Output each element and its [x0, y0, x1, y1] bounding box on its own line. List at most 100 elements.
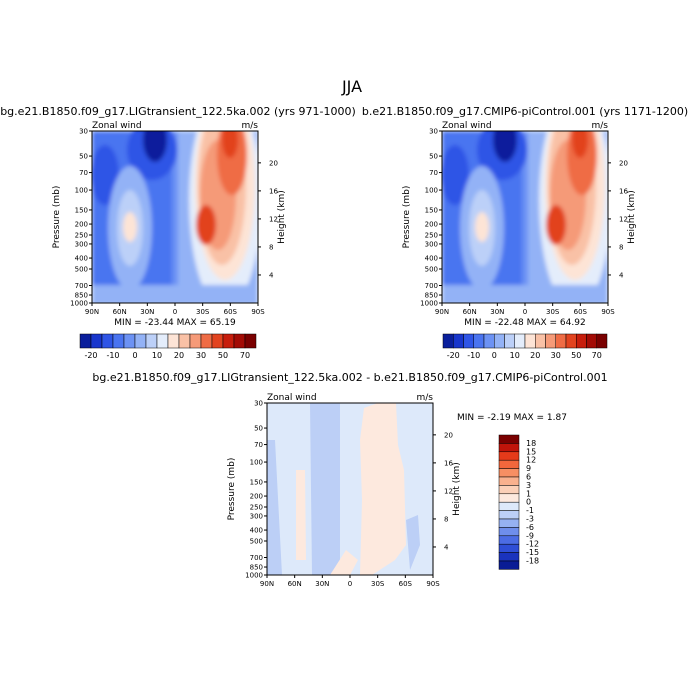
right-y2-axis-label: Height (km) — [627, 190, 637, 244]
diff-x-tick-label: 90N — [260, 580, 274, 588]
left-variable-label: Zonal wind — [92, 121, 142, 131]
left-units-label: m/s — [242, 121, 259, 131]
colorbar-swatch — [498, 518, 520, 528]
colorbar-label: -1 — [526, 506, 534, 515]
left-y-tick-label: 250 — [75, 232, 88, 240]
right-y-tick-label: 400 — [425, 255, 438, 263]
right-y-tick-label: 250 — [425, 232, 438, 240]
right-y-tick-label: 500 — [425, 266, 438, 274]
colorbar-swatch — [134, 333, 147, 349]
left-x-tick-label: 90S — [251, 308, 265, 316]
colorbar-label: 0 — [132, 351, 137, 360]
colorbar-label: 6 — [526, 473, 531, 482]
diff-y2-tick-label: 16 — [444, 459, 453, 467]
colorbar-label: -10 — [106, 351, 119, 360]
left-x-tick-label: 30S — [196, 308, 210, 316]
left-y2-tick-label: 4 — [269, 271, 274, 279]
left-y-tick-label: 150 — [75, 206, 88, 214]
diff-y-tick-label: 250 — [250, 504, 263, 512]
colorbar-label: 70 — [592, 351, 602, 360]
right-y-tick-label: 50 — [429, 153, 438, 161]
colorbar-label: 70 — [240, 351, 250, 360]
left-y2-tick-label: 16 — [269, 187, 278, 195]
colorbar-label: 30 — [196, 351, 206, 360]
colorbar-swatch — [498, 552, 520, 562]
colorbar-swatch — [498, 459, 520, 469]
diff-heatmap — [267, 403, 433, 575]
colorbar-swatch — [535, 333, 546, 349]
figure-title: JJA — [341, 77, 362, 96]
colorbar-swatch — [596, 333, 608, 349]
diff-y2-tick-label: 8 — [444, 515, 448, 523]
diff-y-tick-label: 850 — [250, 564, 263, 572]
diff-x-tick-label: 60S — [399, 580, 413, 588]
diff-minmax: MIN = -2.19 MAX = 1.87 — [457, 413, 567, 423]
colorbar-label: -20 — [84, 351, 97, 360]
left-y2-axis-label: Height (km) — [277, 190, 287, 244]
diff-axes: 90N 60N 30N 0 30S 60S 90S 30 50 70 100 150 200 250300… — [227, 393, 462, 588]
diff-x-tick-label: 0 — [348, 580, 352, 588]
right-y-axis-label: Pressure (mb) — [402, 186, 412, 249]
colorbar-swatch — [498, 468, 520, 478]
right-x-tick-label: 90S — [601, 308, 615, 316]
diff-y-tick-label: 300 — [250, 512, 263, 520]
diff-y-tick-label: 1000 — [245, 572, 263, 580]
right-x-tick-label: 30S — [546, 308, 560, 316]
left-x-tick-label: 60N — [113, 308, 127, 316]
right-y-tick-label: 700 — [425, 282, 438, 290]
colorbar-swatch — [473, 333, 485, 349]
colorbar-swatch — [498, 535, 520, 545]
left-heatmap — [92, 131, 258, 303]
colorbar-swatch — [498, 485, 520, 495]
colorbar-label: -12 — [526, 540, 539, 549]
colorbar-label: -9 — [526, 531, 534, 540]
left-y-tick-label: 1000 — [70, 300, 88, 308]
diff-y2-tick-label: 20 — [444, 431, 453, 439]
left-y-tick-label: 200 — [75, 221, 88, 229]
colorbar-label: 20 — [530, 351, 540, 360]
right-heatmap — [442, 131, 608, 303]
left-minmax: MIN = -23.44 MAX = 65.19 — [114, 318, 236, 328]
right-y-tick-label: 150 — [425, 206, 438, 214]
right-y2-tick-label: 20 — [619, 159, 628, 167]
right-y2-tick-label: 8 — [619, 243, 623, 251]
colorbar-label: -20 — [447, 351, 460, 360]
right-y-tick-label: 70 — [429, 169, 438, 177]
right-y-tick-label: 30 — [429, 128, 438, 136]
colorbar-swatch — [463, 333, 474, 349]
right-x-tick-label: 0 — [523, 308, 527, 316]
colorbar-label: -10 — [467, 351, 480, 360]
right-x-tick-label: 30N — [490, 308, 504, 316]
colorbar-swatch — [211, 333, 224, 349]
left-y2-tick-label: 8 — [269, 243, 273, 251]
diff-y-tick-label: 400 — [250, 527, 263, 535]
colorbar-label: -18 — [526, 557, 539, 566]
diff-y-axis-label: Pressure (mb) — [227, 458, 237, 521]
colorbar-swatch — [244, 333, 257, 349]
colorbar-label: 3 — [526, 481, 531, 490]
left-y-tick-label: 300 — [75, 240, 88, 248]
colorbar-swatch — [576, 333, 587, 349]
colorbar-left: -20 -10 0 10 20 30 50 70 — [79, 333, 257, 360]
colorbar-swatch — [498, 510, 520, 520]
colorbar-right: -20 -10 0 10 20 30 50 70 — [442, 333, 608, 360]
right-x-tick-label: 60S — [574, 308, 588, 316]
right-x-tick-label: 90N — [435, 308, 449, 316]
left-x-tick-label: 30N — [140, 308, 154, 316]
diff-y-tick-label: 100 — [250, 459, 263, 467]
colorbar-swatch — [498, 451, 520, 461]
colorbar-label: 10 — [152, 351, 162, 360]
diff-units-label: m/s — [417, 393, 434, 403]
colorbar-label: 15 — [526, 447, 536, 456]
colorbar-label: 0 — [492, 351, 497, 360]
colorbar-swatch — [145, 333, 158, 349]
colorbar-label: 12 — [526, 456, 536, 465]
colorbar-label: 0 — [526, 498, 531, 507]
right-y2-tick-label: 16 — [619, 187, 628, 195]
colorbar-label: 30 — [551, 351, 561, 360]
colorbar-swatch — [524, 333, 536, 349]
colorbar-swatch — [498, 476, 520, 486]
axes-layer: 90N 60N 30N 0 30S 60S 90S305070100150200250300… — [52, 121, 637, 588]
colorbar-swatch — [442, 333, 454, 349]
